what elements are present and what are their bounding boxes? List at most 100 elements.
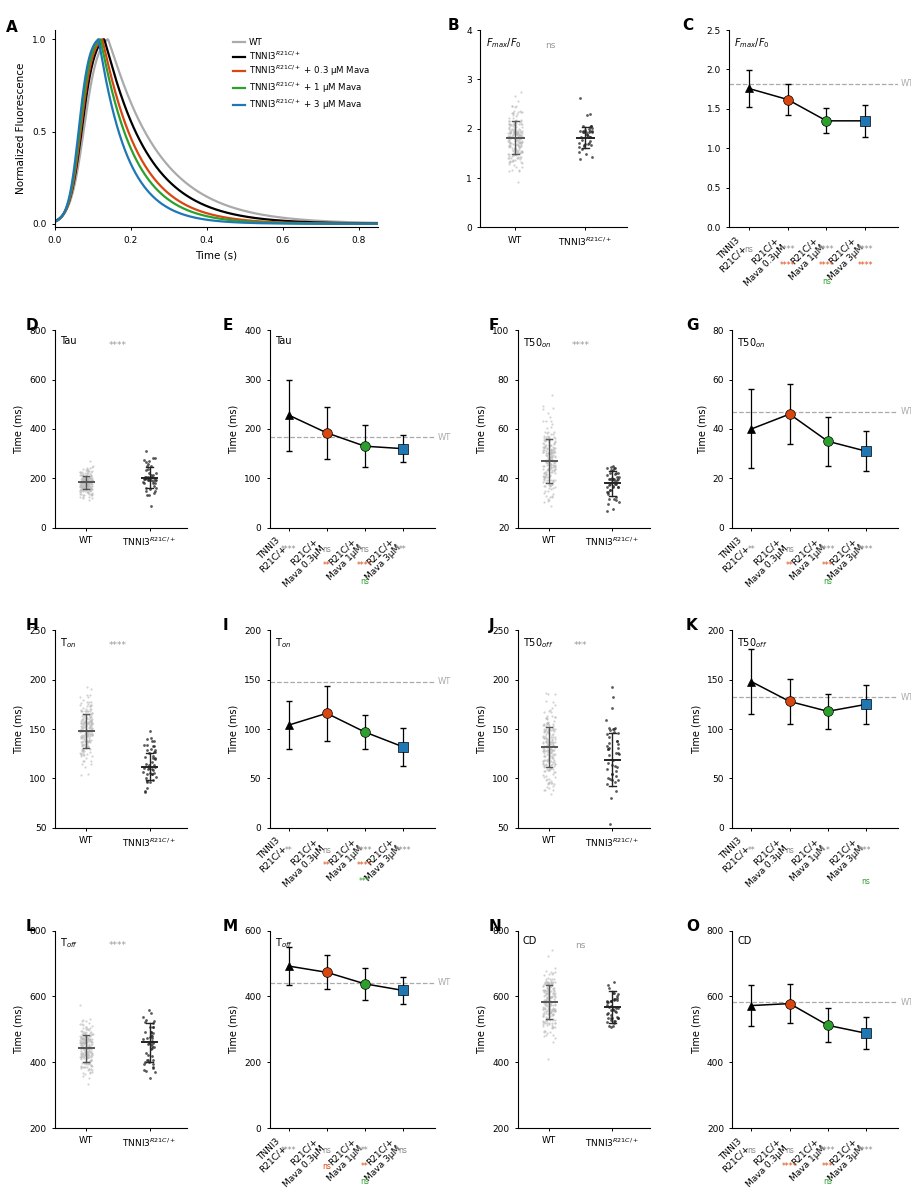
- Point: [537, 438, 552, 457]
- Point: [79, 475, 94, 494]
- Point: [79, 1039, 94, 1058]
- Point: [537, 722, 552, 742]
- Point: [547, 1018, 561, 1037]
- Point: [599, 992, 613, 1012]
- Point: [539, 979, 554, 998]
- Point: [77, 1045, 92, 1064]
- Point: [77, 475, 91, 494]
- Point: [78, 475, 93, 494]
- Point: [506, 114, 520, 133]
- Point: [84, 1051, 98, 1070]
- Point: [538, 974, 553, 994]
- Point: [138, 782, 152, 802]
- Point: [75, 470, 89, 490]
- Text: ****: ****: [856, 245, 872, 254]
- Point: [502, 127, 517, 146]
- Point: [542, 456, 557, 475]
- Text: ns: ns: [322, 846, 331, 854]
- Point: [74, 728, 88, 748]
- Point: [538, 1010, 553, 1030]
- Point: [604, 764, 619, 784]
- Point: [77, 1032, 92, 1051]
- Point: [79, 738, 94, 757]
- Point: [544, 986, 558, 1006]
- Point: [504, 148, 518, 167]
- Point: [138, 452, 153, 472]
- Point: [143, 763, 158, 782]
- Point: [80, 1045, 95, 1064]
- Point: [85, 1044, 99, 1063]
- Point: [136, 473, 150, 492]
- Point: [540, 1004, 555, 1024]
- Point: [539, 737, 554, 756]
- Point: [508, 96, 523, 115]
- Point: [74, 470, 88, 490]
- Point: [537, 990, 552, 1009]
- Point: [74, 473, 88, 492]
- Point: [82, 1026, 97, 1045]
- Point: [76, 745, 90, 764]
- Point: [606, 458, 620, 478]
- Point: [76, 480, 90, 499]
- Point: [82, 1042, 97, 1061]
- Point: [74, 728, 88, 748]
- Point: [138, 468, 152, 487]
- Point: [541, 979, 556, 998]
- Point: [535, 742, 549, 761]
- Point: [537, 476, 552, 496]
- Point: [83, 1051, 97, 1070]
- Point: [81, 1028, 96, 1048]
- Point: [501, 126, 516, 145]
- Point: [75, 476, 89, 496]
- Point: [544, 758, 558, 778]
- Point: [79, 685, 94, 704]
- Point: [81, 1048, 96, 1067]
- Point: [609, 731, 623, 750]
- Point: [79, 678, 94, 697]
- Point: [78, 478, 93, 497]
- Point: [502, 132, 517, 151]
- Point: [607, 469, 621, 488]
- Point: [599, 760, 613, 779]
- Point: [543, 751, 558, 770]
- Point: [537, 762, 551, 781]
- Point: [540, 968, 555, 988]
- Point: [542, 407, 557, 426]
- Point: [79, 1048, 94, 1067]
- Point: [505, 126, 519, 145]
- Point: [537, 995, 552, 1014]
- Point: [582, 118, 597, 137]
- Point: [504, 119, 518, 138]
- Point: [547, 478, 561, 497]
- Point: [509, 130, 524, 149]
- Point: [544, 450, 558, 469]
- Point: [77, 478, 91, 497]
- Point: [539, 1009, 554, 1028]
- Point: [137, 474, 151, 493]
- Point: [513, 133, 527, 152]
- Point: [75, 706, 89, 725]
- Point: [77, 706, 92, 725]
- Point: [537, 990, 552, 1009]
- Text: **: **: [284, 846, 292, 854]
- Point: [75, 1046, 89, 1066]
- Point: [501, 108, 516, 127]
- Point: [609, 986, 624, 1006]
- Point: [539, 1016, 554, 1036]
- Point: [507, 120, 521, 139]
- Point: [538, 742, 553, 761]
- Point: [79, 1039, 94, 1058]
- Point: [509, 143, 524, 162]
- Point: [509, 122, 524, 142]
- Point: [541, 479, 556, 498]
- Point: [538, 462, 553, 481]
- Point: [79, 1052, 94, 1072]
- Point: [507, 155, 521, 174]
- Point: [506, 109, 520, 128]
- Point: [78, 472, 93, 491]
- Point: [77, 734, 92, 754]
- Point: [505, 125, 519, 144]
- Point: [78, 1033, 93, 1052]
- Point: [80, 1038, 95, 1057]
- Point: [539, 743, 554, 762]
